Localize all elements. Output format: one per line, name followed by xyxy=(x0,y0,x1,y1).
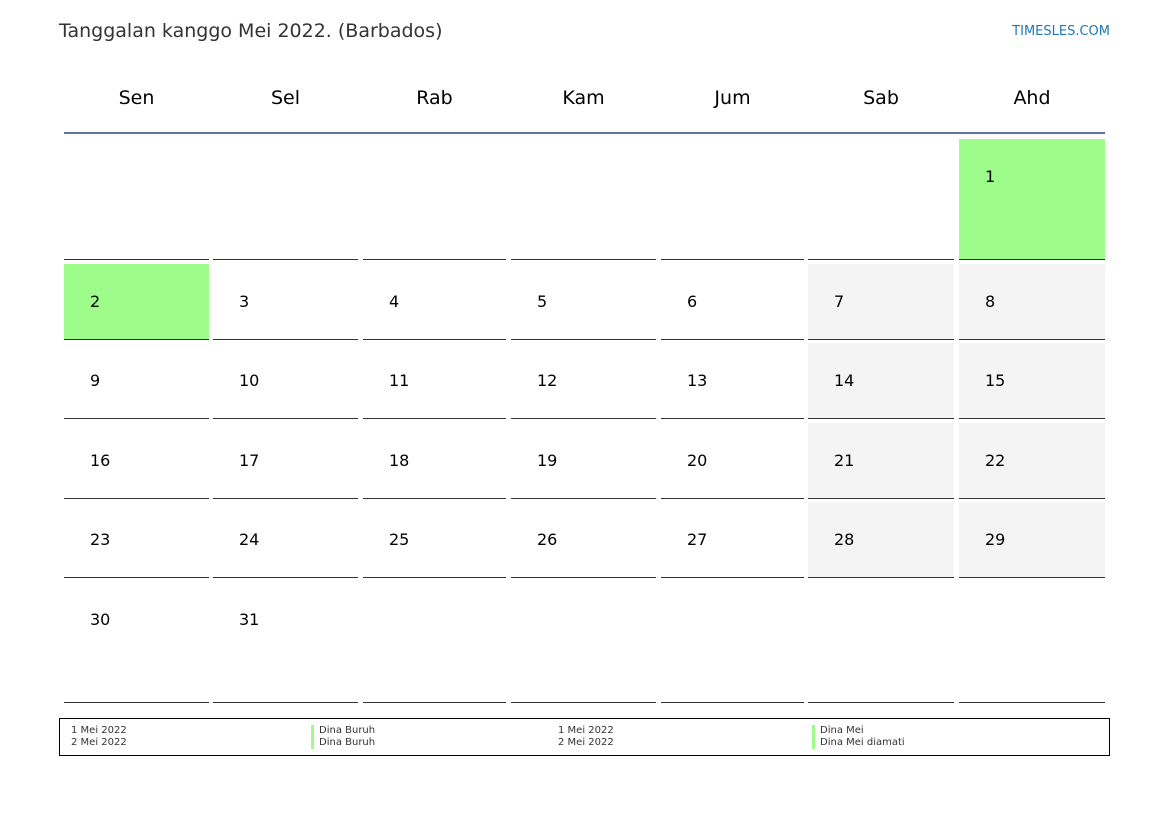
day-cell-16[interactable]: 16 xyxy=(64,423,209,499)
day-cell-26[interactable]: 26 xyxy=(511,502,656,578)
day-number: 30 xyxy=(90,610,111,629)
day-cell-2[interactable]: 2 xyxy=(64,264,209,340)
legend-holiday-name: Dina Buruh xyxy=(311,725,375,737)
day-cell-empty xyxy=(661,582,804,703)
day-cell-empty xyxy=(808,139,954,260)
day-number: 28 xyxy=(834,530,855,549)
day-number: 8 xyxy=(985,292,996,311)
legend-dates: 1 Mei 2022 2 Mei 2022 xyxy=(558,725,614,749)
legend-names: Dina Mei Dina Mei diamati xyxy=(812,725,905,749)
holiday-legend: 1 Mei 2022 2 Mei 2022 Dina Buruh Dina Buruh… xyxy=(59,718,1110,756)
day-number: 22 xyxy=(985,451,1006,470)
legend-dates: 1 Mei 2022 2 Mei 2022 xyxy=(71,725,127,749)
legend-holiday-name: Dina Mei diamati xyxy=(812,737,905,749)
day-number: 11 xyxy=(389,371,410,390)
legend-holiday-name: Dina Buruh xyxy=(311,737,375,749)
day-cell-25[interactable]: 25 xyxy=(363,502,506,578)
day-cell-7[interactable]: 7 xyxy=(808,264,954,340)
weekday-ahd: Ahd xyxy=(1013,87,1051,109)
weekday-sab: Sab xyxy=(863,87,899,109)
weekday-rab: Rab xyxy=(416,87,453,109)
legend-names: Dina Buruh Dina Buruh xyxy=(311,725,375,749)
day-cell-21[interactable]: 21 xyxy=(808,423,954,499)
day-cell-3[interactable]: 3 xyxy=(213,264,358,340)
weekday-kam: Kam xyxy=(562,87,605,109)
day-number: 2 xyxy=(90,292,101,311)
day-number: 10 xyxy=(239,371,260,390)
day-cell-12[interactable]: 12 xyxy=(511,343,656,419)
day-number: 4 xyxy=(389,292,400,311)
day-cell-empty xyxy=(808,582,954,703)
day-number: 6 xyxy=(687,292,698,311)
page-title: Tanggalan kanggo Mei 2022. (Barbados) xyxy=(59,20,443,42)
weekday-jum: Jum xyxy=(714,87,751,109)
day-number: 21 xyxy=(834,451,855,470)
day-cell-13[interactable]: 13 xyxy=(661,343,804,419)
day-cell-empty xyxy=(363,139,506,260)
day-cell-17[interactable]: 17 xyxy=(213,423,358,499)
weekday-header: Sen Sel Rab Kam Jum Sab Ahd xyxy=(64,64,1105,134)
day-cell-27[interactable]: 27 xyxy=(661,502,804,578)
day-number: 17 xyxy=(239,451,260,470)
day-number: 5 xyxy=(537,292,548,311)
day-number: 20 xyxy=(687,451,708,470)
day-cell-4[interactable]: 4 xyxy=(363,264,506,340)
day-number: 7 xyxy=(834,292,845,311)
day-number: 31 xyxy=(239,610,260,629)
day-cell-empty xyxy=(213,139,358,260)
day-number: 13 xyxy=(687,371,708,390)
day-cell-empty xyxy=(511,139,656,260)
day-number: 19 xyxy=(537,451,558,470)
day-number: 27 xyxy=(687,530,708,549)
day-cell-9[interactable]: 9 xyxy=(64,343,209,419)
day-cell-23[interactable]: 23 xyxy=(64,502,209,578)
day-number: 26 xyxy=(537,530,558,549)
day-number: 23 xyxy=(90,530,111,549)
day-number: 24 xyxy=(239,530,260,549)
legend-date: 1 Mei 2022 xyxy=(71,725,127,736)
day-cell-8[interactable]: 8 xyxy=(959,264,1105,340)
day-cell-empty xyxy=(64,139,209,260)
day-number: 3 xyxy=(239,292,250,311)
legend-date: 2 Mei 2022 xyxy=(558,737,614,748)
day-number: 16 xyxy=(90,451,111,470)
day-cell-empty xyxy=(661,139,804,260)
day-cell-22[interactable]: 22 xyxy=(959,423,1105,499)
day-number: 15 xyxy=(985,371,1006,390)
day-cell-6[interactable]: 6 xyxy=(661,264,804,340)
day-number: 9 xyxy=(90,371,101,390)
weekday-sen: Sen xyxy=(118,87,155,109)
legend-holiday-name: Dina Mei xyxy=(812,725,905,737)
day-cell-30[interactable]: 30 xyxy=(64,582,209,703)
day-number: 1 xyxy=(985,167,996,186)
day-cell-empty xyxy=(363,582,506,703)
day-number: 18 xyxy=(389,451,410,470)
legend-date: 2 Mei 2022 xyxy=(71,737,127,748)
day-number: 14 xyxy=(834,371,855,390)
day-cell-empty xyxy=(511,582,656,703)
day-cell-15[interactable]: 15 xyxy=(959,343,1105,419)
legend-date: 1 Mei 2022 xyxy=(558,725,614,736)
day-cell-empty xyxy=(959,582,1105,703)
day-cell-20[interactable]: 20 xyxy=(661,423,804,499)
day-cell-28[interactable]: 28 xyxy=(808,502,954,578)
day-cell-14[interactable]: 14 xyxy=(808,343,954,419)
day-cell-5[interactable]: 5 xyxy=(511,264,656,340)
day-number: 12 xyxy=(537,371,558,390)
day-cell-31[interactable]: 31 xyxy=(213,582,358,703)
day-cell-1[interactable]: 1 xyxy=(959,139,1105,260)
day-number: 25 xyxy=(389,530,410,549)
day-cell-29[interactable]: 29 xyxy=(959,502,1105,578)
day-cell-19[interactable]: 19 xyxy=(511,423,656,499)
day-cell-18[interactable]: 18 xyxy=(363,423,506,499)
site-link[interactable]: TIMESLES.COM xyxy=(1012,24,1110,39)
day-cell-10[interactable]: 10 xyxy=(213,343,358,419)
day-cell-11[interactable]: 11 xyxy=(363,343,506,419)
day-number: 29 xyxy=(985,530,1006,549)
day-cell-24[interactable]: 24 xyxy=(213,502,358,578)
weekday-sel: Sel xyxy=(270,87,301,109)
